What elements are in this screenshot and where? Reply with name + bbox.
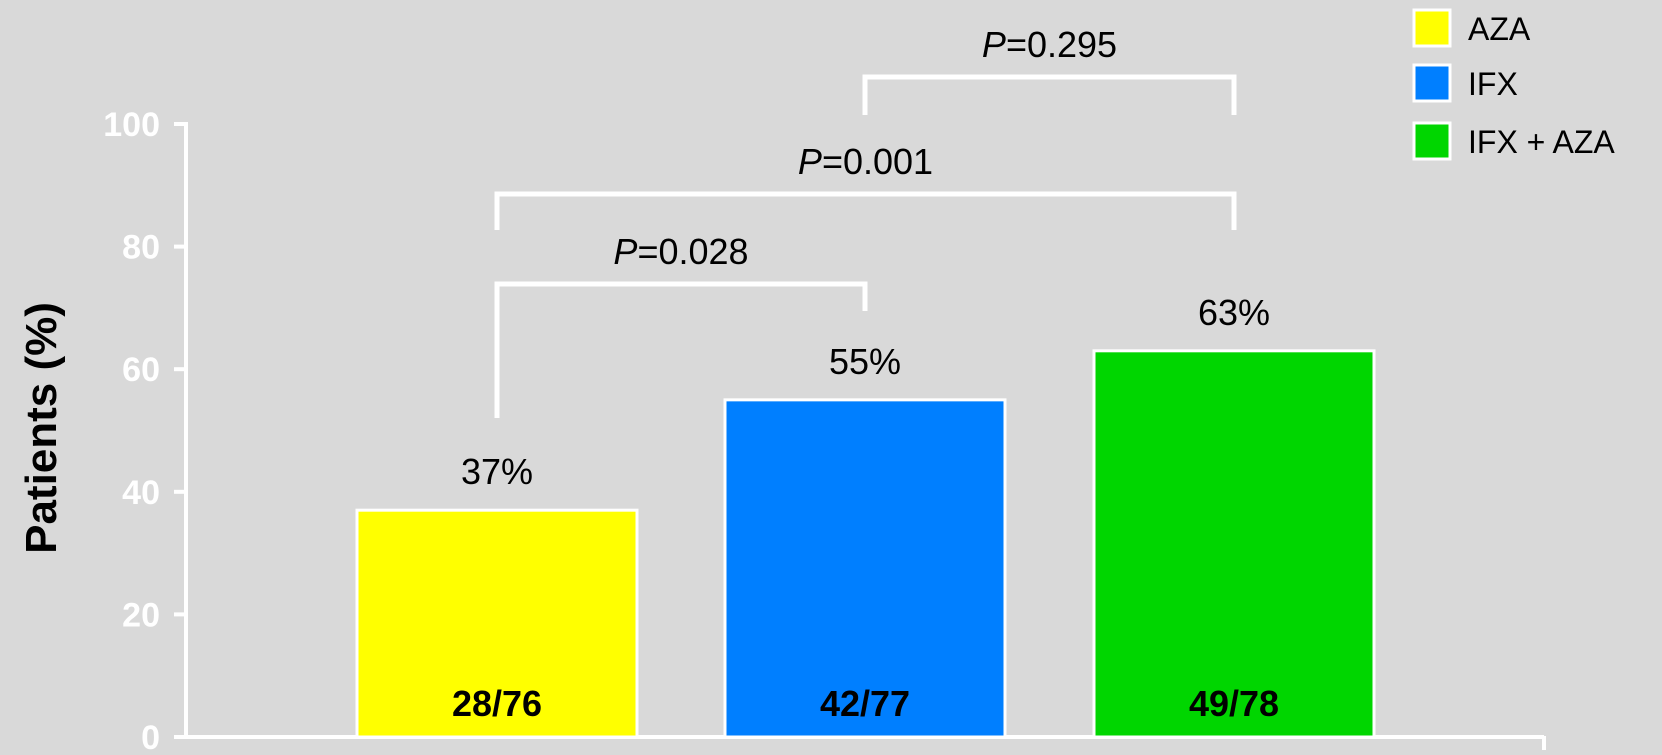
y-tick-label: 80 [122,229,160,267]
significance-bracket [494,191,1237,230]
y-tick-label: 60 [122,351,160,389]
bar-count-label: 28/76 [452,683,542,724]
p-value-label: P=0.295 [982,24,1117,65]
p-value-symbol: P [613,231,637,272]
legend-label: IFX [1468,66,1518,102]
bar [723,398,1007,739]
legend-swatch [1412,63,1452,103]
p-value-label: P=0.028 [613,231,748,272]
legend-label: AZA [1468,11,1531,47]
y-axis-label: Patients (%) [17,302,66,554]
p-value-symbol: P [798,141,822,182]
p-value-label: P=0.001 [798,141,933,182]
y-tick-label: 20 [122,596,160,634]
bar [1092,349,1376,739]
significance-bracket [494,281,868,418]
legend-swatch [1412,8,1452,48]
significance-bracket [862,74,1237,115]
bar-value-label: 63% [1198,292,1270,333]
bar-value-label: 37% [461,451,533,492]
legend-label: IFX + AZA [1468,124,1615,160]
p-value-number: =0.295 [1006,24,1117,65]
p-value-symbol: P [982,24,1006,65]
value-labels: 37% 28/76 55% 42/77 63% 49/78 [452,292,1279,724]
bar-count-label: 42/77 [820,683,910,724]
y-tick-label: 40 [122,474,160,512]
legend: AZA IFX IFX + AZA [1412,8,1615,161]
bar [355,508,639,739]
p-value-number: =0.028 [637,231,748,272]
y-tick-label: 100 [103,106,160,144]
bar-value-label: 55% [829,341,901,382]
bar-count-label: 49/78 [1189,683,1279,724]
p-value-number: =0.001 [822,141,933,182]
legend-swatch [1412,121,1452,161]
y-tick-label: 0 [141,719,160,755]
bars [355,349,1376,739]
